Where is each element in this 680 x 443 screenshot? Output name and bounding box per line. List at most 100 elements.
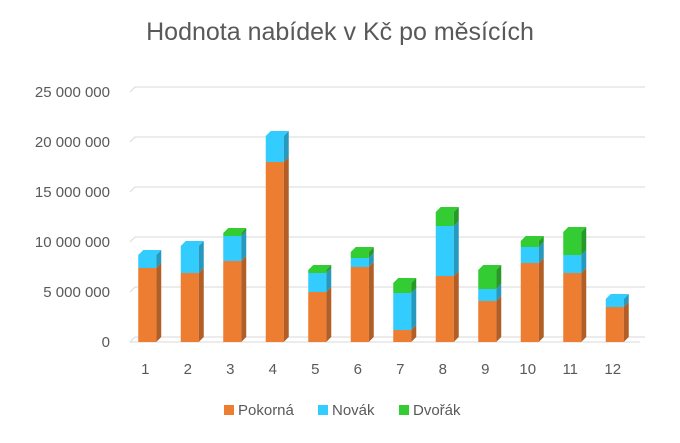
bar-side (198, 241, 204, 273)
bar-segment (605, 294, 629, 307)
bar-segment (478, 265, 502, 289)
bar-front (563, 232, 582, 255)
x-tick-label: 7 (396, 361, 404, 378)
bar-side (198, 268, 204, 342)
bar-segment (180, 268, 204, 342)
bar-side (326, 287, 332, 342)
bar-segment (393, 325, 417, 342)
bars (138, 131, 629, 342)
bar-segment (265, 157, 289, 342)
chart-title: Hodnota nabídek v Kč po měsících (146, 18, 534, 46)
bar-side (581, 268, 587, 342)
bar-segment (563, 268, 587, 342)
bar-side (496, 284, 502, 301)
legend-label: Novák (332, 402, 375, 419)
bar-top (520, 236, 544, 241)
bar-front (478, 270, 497, 289)
y-tick-label: 10 000 000 (35, 234, 110, 251)
bar-side (623, 294, 629, 307)
bar-segment (605, 302, 629, 342)
x-tick-label: 11 (562, 361, 578, 378)
legend-swatch (224, 405, 234, 415)
y-tick-label: 25 000 000 (35, 84, 110, 101)
bar-segment (265, 131, 289, 162)
bar-side (496, 296, 502, 342)
gridline (129, 86, 645, 93)
bar-segment (223, 256, 247, 342)
bar-front (393, 283, 412, 293)
bar-segment (435, 207, 459, 226)
bar-side (581, 250, 587, 273)
bar-front (478, 301, 497, 342)
bar-segment (350, 253, 374, 267)
x-tick-label: 4 (269, 361, 277, 378)
gridline (129, 336, 645, 343)
bar-front (520, 241, 539, 247)
bar-top (180, 241, 204, 246)
legend-swatch (399, 405, 409, 415)
bar-side (538, 236, 544, 247)
bar-segment (563, 250, 587, 273)
legend-item: Pokorná (224, 402, 295, 419)
bar-side (283, 131, 289, 162)
bar-side (241, 231, 247, 261)
bar-front (350, 258, 369, 267)
gridline (129, 236, 645, 243)
bar-segment (435, 221, 459, 276)
bar-top (350, 247, 374, 252)
bar-top (138, 250, 162, 255)
x-tick-label: 12 (604, 361, 621, 378)
bar-side (283, 157, 289, 342)
bar-side (581, 227, 587, 255)
bar-front (563, 255, 582, 273)
bar-front (265, 162, 284, 342)
bar-segment (180, 241, 204, 273)
bar-front (223, 261, 242, 342)
x-tick-label: 3 (226, 361, 234, 378)
x-tick-label: 1 (141, 361, 149, 378)
y-tick-label: 5 000 000 (43, 284, 110, 301)
x-tick-label: 2 (184, 361, 192, 378)
bar-side (326, 265, 332, 273)
bar-side (241, 228, 247, 236)
bar-side (453, 271, 459, 342)
bar-front (138, 268, 157, 342)
bar-side (368, 253, 374, 267)
bar-front (308, 273, 327, 292)
y-tick-label: 15 000 000 (35, 184, 110, 201)
bar-side (538, 242, 544, 263)
bar-segment (435, 271, 459, 342)
bar-top (605, 294, 629, 299)
x-tick-label: 9 (481, 361, 489, 378)
bar-front (435, 226, 454, 276)
bar-front (180, 273, 199, 342)
bar-front (520, 247, 539, 263)
bar-front (605, 299, 624, 307)
bar-side (453, 221, 459, 276)
legend-label: Pokorná (238, 402, 295, 419)
bar-top (393, 278, 417, 283)
bar-side (326, 268, 332, 292)
bar-side (453, 207, 459, 226)
bar-segment (478, 296, 502, 342)
x-tick-label: 10 (519, 361, 536, 378)
bar-front (435, 276, 454, 342)
gridline (129, 286, 645, 293)
y-tick-label: 20 000 000 (35, 134, 110, 151)
bar-segment (520, 242, 544, 263)
bar-front (265, 136, 284, 162)
legend-swatch (318, 405, 328, 415)
bar-top (563, 227, 587, 232)
bar-side (156, 250, 162, 268)
bar-front (393, 293, 412, 330)
bar-side (156, 263, 162, 342)
bar-top (223, 228, 247, 233)
bar-segment (350, 262, 374, 342)
bar-side (368, 262, 374, 342)
bar-segment (478, 284, 502, 301)
bar-front (393, 330, 412, 342)
bar-front (223, 233, 242, 236)
bar-segment (308, 268, 332, 292)
x-axis-ticks: 1 2 3 4 5 6 7 8 9 10 11 12 (141, 361, 621, 378)
